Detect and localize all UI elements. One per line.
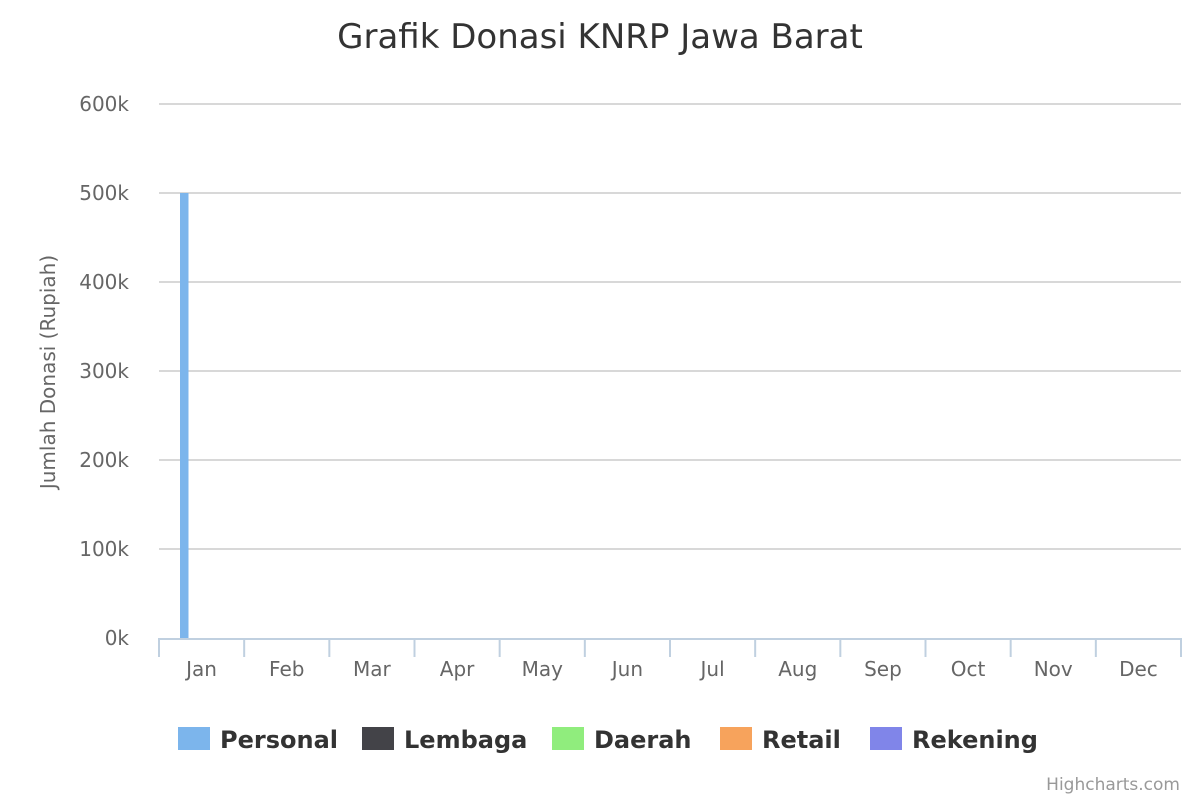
- legend-swatch: [552, 727, 584, 750]
- legend-swatch: [720, 727, 752, 750]
- x-tick-label: Aug: [778, 657, 817, 681]
- x-tick-label: Feb: [269, 657, 304, 681]
- legend-item-personal[interactable]: Personal: [178, 726, 338, 754]
- legend-label: Retail: [762, 726, 841, 754]
- y-tick-label: 200k: [79, 448, 129, 472]
- legend-label: Lembaga: [404, 726, 527, 754]
- x-tick-label: Mar: [353, 657, 392, 681]
- legend-swatch: [362, 727, 394, 750]
- legend-item-rekening[interactable]: Rekening: [870, 726, 1038, 754]
- x-tick-label: Sep: [864, 657, 902, 681]
- bars: [180, 193, 189, 638]
- y-tick-label: 0k: [105, 626, 130, 650]
- legend-item-retail[interactable]: Retail: [720, 726, 841, 754]
- y-tick-label: 300k: [79, 359, 129, 383]
- x-tick-label: Dec: [1119, 657, 1158, 681]
- x-tick-label: Jan: [184, 657, 217, 681]
- legend: Personal Lembaga Daerah Retail Rekening: [178, 726, 1038, 754]
- x-tick-label: Jul: [699, 657, 725, 681]
- y-tick-label: 400k: [79, 270, 129, 294]
- credits-link[interactable]: Highcharts.com: [1046, 775, 1180, 795]
- chart-title: Grafik Donasi KNRP Jawa Barat: [337, 17, 863, 57]
- x-axis: Jan Feb Mar Apr May Jun Jul Aug Sep Oct Nov Dec: [158, 638, 1182, 681]
- x-tick-label: Jun: [610, 657, 643, 681]
- y-tick-label: 600k: [79, 92, 129, 116]
- legend-item-lembaga[interactable]: Lembaga: [362, 726, 527, 754]
- y-axis-title: Jumlah Donasi (Rupiah): [36, 255, 60, 491]
- legend-swatch: [178, 727, 210, 750]
- bar-personal-jan[interactable]: [180, 193, 189, 638]
- grid-lines: [159, 103, 1181, 550]
- x-tick-label: Oct: [951, 657, 986, 681]
- legend-label: Daerah: [594, 726, 692, 754]
- y-tick-label: 500k: [79, 181, 129, 205]
- legend-label: Rekening: [912, 726, 1038, 754]
- legend-swatch: [870, 727, 902, 750]
- y-tick-label: 100k: [79, 537, 129, 561]
- x-tick-label: May: [522, 657, 564, 681]
- legend-item-daerah[interactable]: Daerah: [552, 726, 692, 754]
- y-axis-ticks: 0k 100k 200k 300k 400k 500k 600k: [79, 92, 129, 650]
- legend-label: Personal: [220, 726, 338, 754]
- x-tick-label: Nov: [1034, 657, 1073, 681]
- x-tick-label: Apr: [440, 657, 475, 681]
